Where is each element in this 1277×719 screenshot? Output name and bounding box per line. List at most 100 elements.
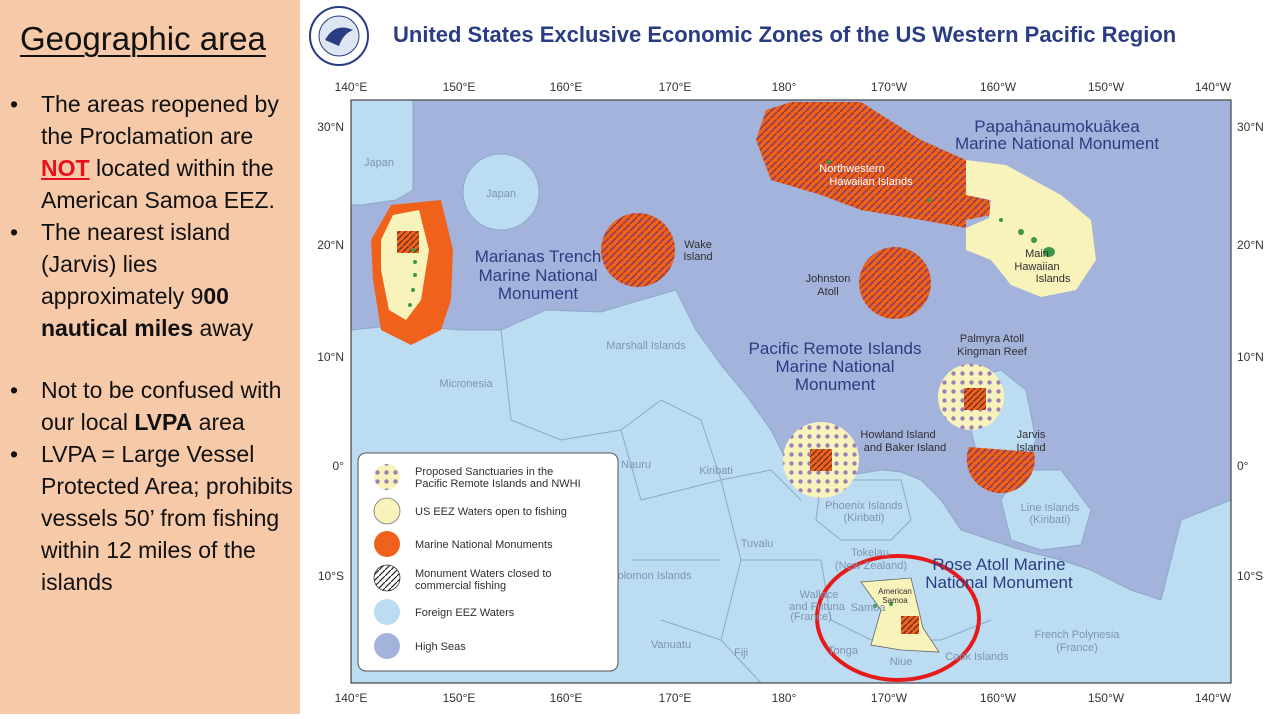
lon-tick: 180° [772, 80, 797, 94]
wake-monument [601, 213, 675, 287]
lon-tick: 170°W [871, 80, 908, 94]
label-pacific-remote-islands: Marine National [775, 357, 894, 376]
map-legend: Proposed Sanctuaries in the Pacific Remo… [357, 452, 619, 672]
legend-label: Pacific Remote Islands and NWHI [415, 478, 581, 490]
label-kiribati: Kiribati [699, 465, 733, 477]
lon-tick: 160°W [980, 80, 1017, 94]
label-papahanaumokuakea: Marine National Monument [955, 134, 1159, 153]
lon-tick: 140°W [1195, 80, 1232, 94]
lon-tick: 170°E [659, 80, 692, 94]
label-rose-atoll: Rose Atoll Marine [932, 555, 1065, 574]
lat-tick: 10°S [318, 569, 344, 583]
label-marianas: Marianas Trench [475, 247, 602, 266]
legend-label: Monument Waters closed to [415, 568, 552, 580]
main-hawaiian-islands-eez [827, 160, 1096, 297]
eez-map-svg: United States Exclusive Economic Zones o… [301, 0, 1277, 705]
label-marshall: Marshall Islands [606, 340, 686, 352]
label-fiji: Fiji [734, 647, 748, 659]
bullet-lvpa-definition: LVPA = Large Vessel Protected Area; proh… [8, 438, 293, 598]
label-jarvis: Jarvis [1017, 429, 1046, 441]
lat-tick: 30°N [317, 120, 344, 134]
lon-tick: 150°W [1088, 80, 1125, 94]
label-papahanaumokuakea: Papahānaumokuākea [974, 117, 1140, 136]
lon-tick: 140°W [1195, 691, 1232, 705]
eez-borders [500, 329, 992, 684]
label-vanuatu: Vanuatu [651, 639, 691, 651]
label-johnston: Atoll [817, 286, 838, 298]
latitude-ticks-left: 30°N 20°N 10°N 0° 10°S [317, 120, 344, 583]
label-nwhi: Northwestern [819, 163, 884, 175]
lat-tick: 0° [333, 459, 345, 473]
left-panel: Geographic area The areas reopened by th… [0, 0, 300, 714]
label-jarvis: Island [1016, 442, 1045, 454]
map-title: United States Exclusive Economic Zones o… [393, 22, 1176, 47]
label-phoenix: (Kiribati) [844, 512, 885, 524]
place-labels: Wake Island Johnston Atoll Main Hawaiian… [683, 239, 1071, 454]
section-heading: Geographic area [20, 20, 266, 57]
label-samoa: Samoa [851, 602, 887, 614]
lon-tick: 170°W [871, 691, 908, 705]
label-tokelau: Tokelau [851, 547, 889, 559]
label-wake: Island [683, 251, 712, 263]
legend-swatch-high-seas [374, 633, 400, 659]
legend-label: High Seas [415, 641, 466, 653]
johnston-atoll-monument [859, 247, 931, 319]
map-frame [350, 99, 1232, 684]
lon-tick: 160°E [550, 691, 583, 705]
lon-tick: 150°W [1088, 691, 1125, 705]
label-nwhi: Hawaiian Islands [829, 176, 913, 188]
label-howland: and Baker Island [864, 442, 947, 454]
label-marianas: Monument [498, 284, 579, 303]
lon-tick: 170°E [659, 691, 692, 705]
american-samoa-label: American Samoa [878, 587, 912, 605]
lat-tick: 30°N [1237, 120, 1264, 134]
label-wallis: (France) [790, 611, 832, 623]
marianas-trench-monument [371, 200, 453, 345]
longitude-ticks-bottom: 140°E 150°E 160°E 170°E 180° 170°W 160°W… [335, 691, 1232, 705]
label-american-samoa: American [878, 587, 912, 596]
jarvis-island-monument [966, 447, 1035, 494]
lat-tick: 20°N [1237, 238, 1264, 252]
lat-tick: 10°N [317, 350, 344, 364]
label-cook-islands: Cook Islands [945, 651, 1009, 663]
label-french-polynesia: (France) [1056, 642, 1098, 654]
label-japan: Japan [364, 157, 394, 169]
label-solomon: Solomon Islands [610, 570, 692, 582]
lat-tick: 0° [1237, 459, 1249, 473]
label-tokelau: (New Zealand) [835, 560, 907, 572]
nwhi-labels: Northwestern Hawaiian Islands [819, 163, 913, 188]
label-japan: Japan [486, 188, 516, 200]
lon-tick: 160°E [550, 80, 583, 94]
howland-baker-area [783, 422, 859, 498]
legend-swatch-closed-waters [373, 564, 401, 592]
legend-label: Proposed Sanctuaries in the [415, 466, 553, 478]
label-line-islands: Line Islands [1021, 502, 1080, 514]
legend-label: commercial fishing [415, 580, 506, 592]
label-line-islands: (Kiribati) [1030, 514, 1071, 526]
lon-tick: 180° [772, 691, 797, 705]
lon-tick: 140°E [335, 691, 368, 705]
legend-swatch-monument [374, 531, 400, 557]
label-tuvalu: Tuvalu [741, 538, 774, 550]
label-niue: Niue [890, 656, 913, 668]
label-main-hawaiian: Main [1025, 248, 1049, 260]
label-wallis: Wallace [800, 589, 839, 601]
legend-swatch-foreign-eez [374, 599, 400, 625]
label-howland: Howland Island [860, 429, 935, 441]
label-wake: Wake [684, 239, 712, 251]
legend-swatch-us-eez [373, 497, 401, 525]
label-palmyra: Kingman Reef [957, 346, 1028, 358]
latitude-ticks-right: 30°N 20°N 10°N 0° 10°S [1237, 120, 1264, 583]
bullet-lvpa-confusion: Not to be confused with our local LVPA a… [8, 374, 293, 438]
label-main-hawaiian: Islands [1036, 273, 1071, 285]
bullet-list: The areas reopened by the Proclamation a… [8, 88, 293, 598]
bullet-not-in-eez: The areas reopened by the Proclamation a… [8, 88, 293, 216]
lat-tick: 10°S [1237, 569, 1263, 583]
longitude-ticks-top: 140°E 150°E 160°E 170°E 180° 170°W 160°W… [335, 80, 1232, 94]
label-micronesia: Micronesia [439, 378, 493, 390]
lat-tick: 10°N [1237, 350, 1264, 364]
legend-swatch-proposed-sanctuary [374, 464, 400, 490]
council-logo [309, 6, 369, 66]
label-palmyra: Palmyra Atoll [960, 333, 1024, 345]
lon-tick: 160°W [980, 691, 1017, 705]
